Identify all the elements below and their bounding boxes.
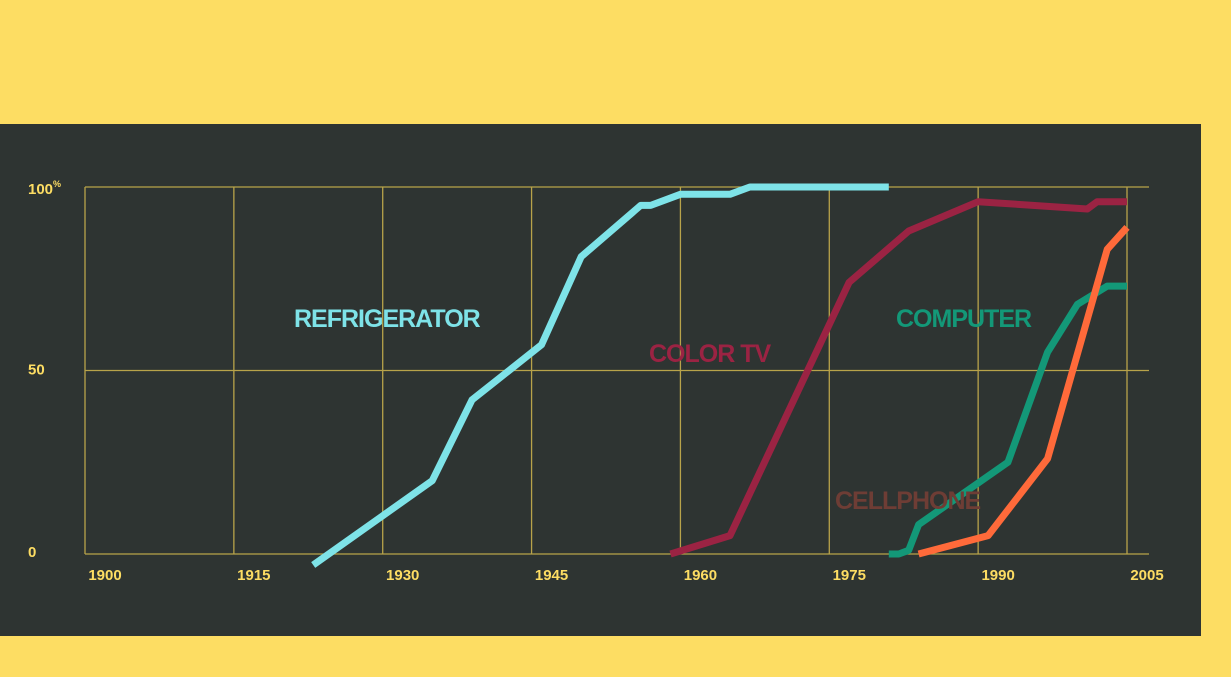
x-tick-label: 1915: [237, 567, 270, 584]
y-tick-value: 50: [28, 361, 45, 378]
x-tick-label: 1900: [88, 567, 121, 584]
y-tick-value: 100: [28, 181, 53, 198]
series-label-color-tv: COLOR TV: [649, 340, 771, 368]
x-tick-label: 1975: [833, 567, 866, 584]
series-line-refrigerator: [311, 183, 889, 568]
series-label-cellphone: CELLPHONE: [835, 487, 981, 515]
x-tick-label: 1945: [535, 567, 568, 584]
series-line-color-tv: [669, 198, 1127, 558]
x-tick-label: 1960: [684, 567, 717, 584]
series-line-cellphone: [917, 225, 1130, 558]
y-tick-value: 0: [28, 544, 36, 561]
x-tick-label: 2005: [1130, 567, 1163, 584]
x-tick-label: 1930: [386, 567, 419, 584]
series-label-refrigerator: REFRIGERATOR: [294, 305, 481, 333]
chart-panel: [0, 124, 1201, 636]
y-tick-label: 0: [28, 544, 36, 561]
x-tick-label: 1990: [981, 567, 1014, 584]
series-label-computer: COMPUTER: [896, 305, 1032, 333]
y-tick-unit: %: [53, 179, 61, 189]
y-tick-label: 50: [28, 361, 45, 378]
y-tick-label: 100%: [28, 179, 61, 198]
